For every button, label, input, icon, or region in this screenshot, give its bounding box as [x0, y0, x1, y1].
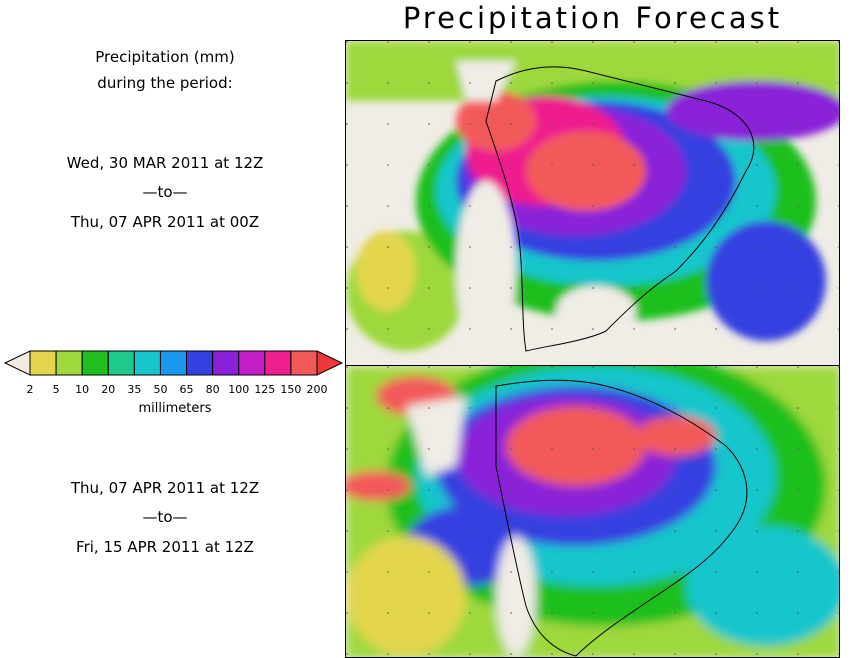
colorbar-tick-label: 100 [228, 383, 249, 396]
colorbar-cell [55, 350, 83, 376]
colorbar-cell [238, 350, 266, 376]
period1-start: Wed, 30 MAR 2011 at 12Z [66, 154, 264, 172]
colorbar-tick-label: 20 [101, 383, 115, 396]
subtitle-line-1: Precipitation (mm) [95, 48, 235, 66]
colorbar-unit: millimeters [139, 401, 212, 416]
colorbar: 2 5 10 20 35 50 65 80 100 125 150 200 millimeters [3, 350, 344, 416]
colorbar-cell [186, 350, 214, 376]
colorbar-tick-label: 200 [307, 383, 328, 396]
colorbar-cell [133, 350, 161, 376]
period2-separator: —to— [142, 508, 188, 526]
colorbar-cell [81, 350, 109, 376]
subtitle-line-2: during the period: [97, 74, 233, 92]
colorbar-cell [159, 350, 188, 376]
colorbar-cell [264, 350, 292, 376]
colorbar-cell [290, 350, 318, 376]
forecast-map-period2 [345, 365, 840, 658]
colorbar-tick-label: 125 [254, 383, 275, 396]
colorbar-tick-label: 65 [180, 383, 194, 396]
forecast-map-period1 [345, 40, 840, 366]
colorbar-high-arrow [316, 350, 344, 376]
colorbar-cell [212, 350, 240, 376]
colorbar-tick-label: 5 [53, 383, 60, 396]
colorbar-cell [107, 350, 135, 376]
colorbar-tick-label: 150 [280, 383, 301, 396]
period1-end: Thu, 07 APR 2011 at 00Z [70, 213, 260, 231]
period2-start: Thu, 07 APR 2011 at 12Z [70, 479, 260, 497]
colorbar-low-arrow [3, 350, 31, 376]
period2-end: Fri, 15 APR 2011 at 12Z [76, 538, 254, 556]
colorbar-cell [29, 350, 57, 376]
colorbar-tick-label: 35 [127, 383, 141, 396]
colorbar-tick-label: 50 [153, 383, 167, 396]
colorbar-tick-label: 10 [75, 383, 89, 396]
colorbar-tick-label: 2 [27, 383, 34, 396]
page-title: Precipitation Forecast [402, 1, 783, 35]
period1-separator: —to— [142, 183, 188, 201]
colorbar-tick-label: 80 [206, 383, 220, 396]
